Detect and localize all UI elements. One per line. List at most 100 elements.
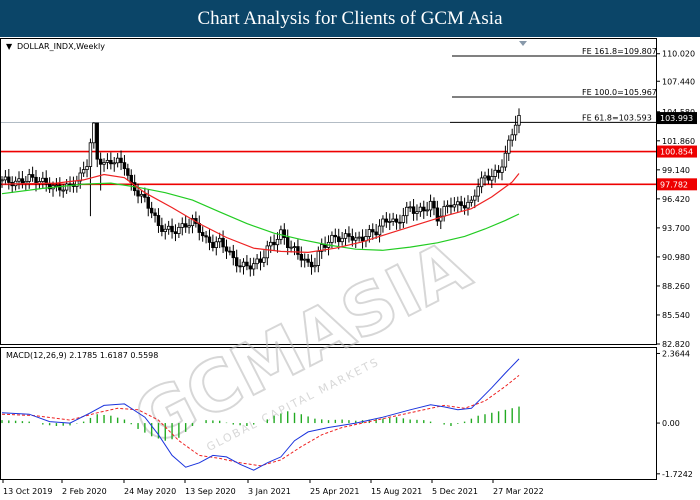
candle-body bbox=[221, 237, 225, 248]
candle-body bbox=[197, 223, 201, 233]
candle-body bbox=[95, 122, 99, 160]
candle-body bbox=[435, 207, 440, 222]
candle-body bbox=[231, 250, 235, 259]
candle-body bbox=[367, 229, 372, 237]
candle-body bbox=[469, 199, 474, 203]
x-tick-label: 25 Apr 2021 bbox=[310, 487, 359, 496]
candle-body bbox=[415, 211, 419, 214]
candle-body bbox=[166, 225, 171, 230]
candle-body bbox=[217, 237, 222, 243]
candle-body bbox=[371, 229, 375, 233]
candle-body bbox=[41, 177, 45, 182]
fibo-level-label: FE 61.8=103.593 bbox=[582, 113, 652, 122]
candle-body bbox=[439, 215, 443, 222]
ma-green-line bbox=[1, 182, 520, 251]
candle-body bbox=[98, 158, 103, 165]
candle-body bbox=[405, 206, 409, 217]
candle-body bbox=[507, 139, 511, 154]
dropdown-arrow-icon[interactable]: ▼ bbox=[6, 42, 13, 51]
candle-body bbox=[58, 184, 62, 191]
candle-body bbox=[75, 180, 79, 187]
candle-body bbox=[313, 265, 317, 268]
candle-body bbox=[122, 162, 127, 170]
candle-body bbox=[54, 184, 59, 187]
chart-area[interactable]: GCMASIA GLOBAL CAPITAL MARKETS ▼ DOLLAR_… bbox=[0, 37, 700, 500]
candle-body bbox=[126, 168, 130, 176]
candle-body bbox=[187, 225, 191, 228]
candle-body bbox=[115, 157, 120, 164]
x-tick-label: 13 Sep 2020 bbox=[185, 487, 236, 496]
candle-body bbox=[466, 201, 470, 209]
candle-body bbox=[88, 142, 93, 167]
candle-body bbox=[394, 218, 399, 223]
macd-label: MACD(12,26,9) 2.1785 1.6187 0.5598 bbox=[6, 351, 158, 360]
macd-main-line bbox=[1, 358, 520, 471]
candle-body bbox=[408, 206, 412, 209]
price-tick-label: 90.980 bbox=[662, 253, 690, 262]
candle-body bbox=[183, 223, 188, 228]
candle-body bbox=[347, 233, 351, 237]
candle-body bbox=[381, 218, 385, 227]
candle-body bbox=[289, 246, 293, 249]
candle-body bbox=[517, 115, 521, 126]
candle-body bbox=[78, 172, 82, 182]
candle-body bbox=[24, 180, 28, 184]
candle-body bbox=[92, 122, 96, 144]
candle-body bbox=[418, 206, 423, 213]
price-tick-label: 93.700 bbox=[662, 224, 690, 233]
candle-body bbox=[143, 193, 147, 198]
candle-body bbox=[64, 183, 69, 191]
price-tick-label: 82.820 bbox=[662, 340, 690, 349]
candle-body bbox=[265, 245, 270, 259]
candle-body bbox=[354, 237, 358, 241]
candle-body bbox=[510, 134, 514, 141]
candle-body bbox=[68, 183, 72, 186]
candle-body bbox=[296, 246, 300, 255]
price-level-badge-label: 97.782 bbox=[660, 180, 688, 189]
x-tick-label: 15 Aug 2021 bbox=[371, 487, 422, 496]
candle-body bbox=[81, 169, 86, 174]
candle-body bbox=[343, 233, 348, 239]
candle-body bbox=[292, 246, 297, 248]
candle-body bbox=[170, 225, 174, 233]
candle-body bbox=[214, 241, 218, 248]
fibo-level-label: FE 161.8=109.807 bbox=[582, 47, 657, 56]
price-tick-label: 96.420 bbox=[662, 195, 690, 204]
candle-body bbox=[0, 179, 4, 182]
candle-body bbox=[119, 157, 123, 164]
candle-body bbox=[160, 225, 164, 232]
candle-body bbox=[27, 174, 31, 182]
candle-body bbox=[34, 176, 38, 184]
x-tick-label: 2 Feb 2020 bbox=[62, 487, 107, 496]
x-tick-label: 3 Jan 2021 bbox=[248, 487, 291, 496]
candle-body bbox=[388, 220, 392, 223]
candle-body bbox=[224, 246, 229, 252]
candle-body bbox=[428, 200, 433, 211]
candle-body bbox=[248, 265, 252, 270]
candle-body bbox=[149, 207, 154, 214]
candle-body bbox=[456, 201, 460, 206]
x-tick-label: 13 Oct 2019 bbox=[3, 487, 52, 496]
candle-body bbox=[360, 236, 365, 242]
candle-body bbox=[272, 241, 276, 246]
candle-body bbox=[17, 178, 21, 182]
candle-body bbox=[316, 250, 321, 266]
price-tick-label: 88.260 bbox=[662, 282, 690, 291]
price-tick-label: 104.580 bbox=[662, 108, 695, 117]
candle-body bbox=[163, 228, 167, 232]
candle-body bbox=[411, 206, 416, 214]
candle-body bbox=[486, 175, 491, 181]
candle-body bbox=[136, 190, 140, 197]
candle-body bbox=[337, 236, 341, 243]
candle-body bbox=[255, 258, 259, 265]
candle-body bbox=[204, 235, 208, 238]
candle-body bbox=[357, 236, 361, 239]
candle-body bbox=[391, 218, 395, 222]
macd-panel-frame bbox=[0, 347, 657, 480]
candle-body bbox=[493, 169, 497, 177]
last-price-label: 103.993 bbox=[660, 114, 693, 123]
candle-body bbox=[401, 215, 406, 223]
candle-body bbox=[112, 162, 116, 165]
fibo-level-label: FE 100.0=105.967 bbox=[582, 88, 657, 97]
candle-body bbox=[445, 204, 450, 207]
